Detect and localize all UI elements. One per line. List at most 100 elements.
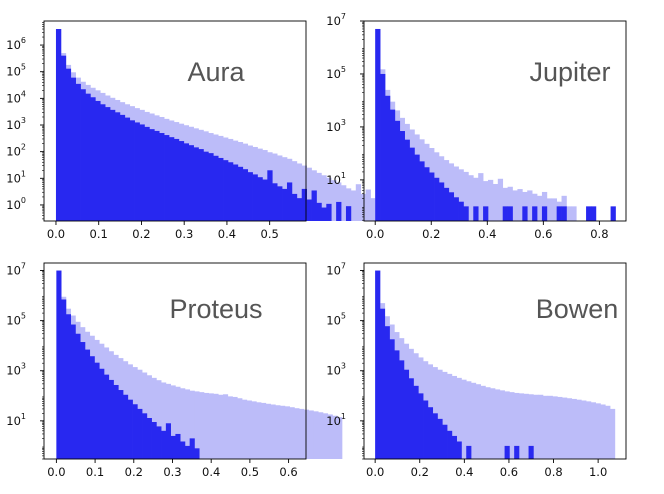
bar-dark — [61, 299, 67, 459]
bar-dark — [213, 155, 219, 221]
bar-dark — [208, 153, 214, 221]
bar-dark — [408, 378, 414, 459]
bar-dark — [296, 198, 303, 221]
bar-dark — [105, 107, 111, 221]
bar-dark — [85, 93, 91, 221]
bar-dark — [532, 206, 538, 221]
y-minor-ticks — [42, 22, 44, 220]
bar-light — [451, 375, 457, 459]
bar-light — [232, 396, 238, 459]
y-tick-label: 107 — [326, 262, 346, 278]
bar-dark — [169, 137, 175, 221]
bar-light — [189, 390, 195, 459]
bar-dark — [75, 333, 81, 459]
bar-dark — [198, 149, 204, 221]
bar-light — [208, 393, 214, 459]
bar-dark — [447, 430, 453, 459]
bar-dark — [429, 172, 435, 221]
bar-dark — [522, 206, 528, 221]
bar-dark — [556, 206, 562, 221]
bar-light — [566, 206, 572, 221]
bar-dark — [306, 199, 312, 221]
bar-dark — [149, 129, 155, 221]
bar-light — [458, 169, 464, 221]
bar-light — [156, 380, 162, 459]
bar-light — [523, 393, 529, 459]
panel-title: Proteus — [169, 294, 262, 324]
x-tick-label: 0.6 — [534, 227, 552, 241]
bar-dark — [502, 206, 508, 221]
bar-light — [610, 408, 616, 459]
bar-light — [537, 195, 543, 221]
bar-dark — [541, 206, 548, 221]
bar-dark — [590, 206, 597, 221]
bar-dark — [134, 122, 140, 221]
y-tick-label: 101 — [326, 171, 346, 187]
bar-dark — [114, 112, 121, 221]
bar-dark — [466, 445, 472, 459]
bar-dark — [456, 441, 462, 459]
bar-dark — [232, 164, 239, 221]
bar-light — [180, 388, 186, 459]
bar-dark — [242, 169, 249, 221]
bar-dark — [124, 117, 131, 221]
x-tick-label: 0.2 — [422, 227, 440, 241]
bar-light — [517, 189, 523, 221]
x-tick-label: 0.2 — [132, 227, 150, 241]
bar-light — [218, 394, 224, 459]
bar-dark — [178, 141, 185, 221]
bar-dark — [414, 154, 420, 221]
bar-dark — [394, 350, 400, 459]
bar-light — [345, 188, 352, 221]
x-tick-label: 1.0 — [589, 465, 607, 479]
bar-dark — [380, 73, 386, 222]
axes-frame — [43, 20, 307, 222]
bar-dark — [321, 207, 327, 221]
bar-light — [370, 198, 376, 221]
x-tick-label: 0.0 — [366, 227, 384, 241]
y-tick-label: 101 — [6, 412, 26, 428]
bar-dark — [389, 109, 396, 221]
bar-light — [448, 163, 455, 221]
bar-light — [275, 405, 281, 459]
bar-light — [492, 183, 499, 221]
bar-dark — [70, 77, 76, 221]
bar-light — [478, 173, 484, 221]
bar-dark — [316, 202, 322, 221]
bar-dark — [586, 206, 592, 221]
bar-light — [468, 175, 474, 221]
bar-light — [546, 198, 553, 221]
y-tick-label: 104 — [6, 89, 26, 105]
x-tick-label: 0.0 — [47, 465, 65, 479]
y-tick-label: 107 — [326, 12, 346, 28]
bar-dark — [228, 162, 234, 221]
bar-light — [355, 184, 362, 221]
bar-light — [551, 198, 557, 221]
bar-light — [447, 373, 453, 459]
bar-light — [246, 400, 252, 459]
bars — [56, 270, 343, 459]
y-tick-label: 107 — [6, 262, 26, 278]
bar-light — [175, 386, 181, 459]
bar-light — [442, 371, 448, 459]
bar-dark — [60, 55, 67, 221]
bar-dark — [203, 151, 209, 221]
bar-light — [562, 397, 568, 459]
y-tick-label: 101 — [6, 169, 26, 185]
bar-light — [495, 389, 501, 459]
bar-light — [509, 392, 515, 459]
x-tick-label: 0.5 — [261, 227, 279, 241]
y-tick-label: 100 — [6, 196, 26, 212]
bar-dark — [404, 139, 410, 221]
bar-light — [237, 398, 243, 459]
bar-light — [203, 392, 210, 459]
bar-dark — [458, 201, 464, 221]
bar-dark — [142, 413, 148, 459]
bar-light — [571, 206, 577, 221]
bar-light — [483, 181, 489, 221]
x-tick-label: 0.2 — [411, 465, 429, 479]
y-tick-label: 105 — [326, 65, 346, 81]
bar-dark — [427, 407, 434, 459]
bar-dark — [65, 314, 72, 459]
